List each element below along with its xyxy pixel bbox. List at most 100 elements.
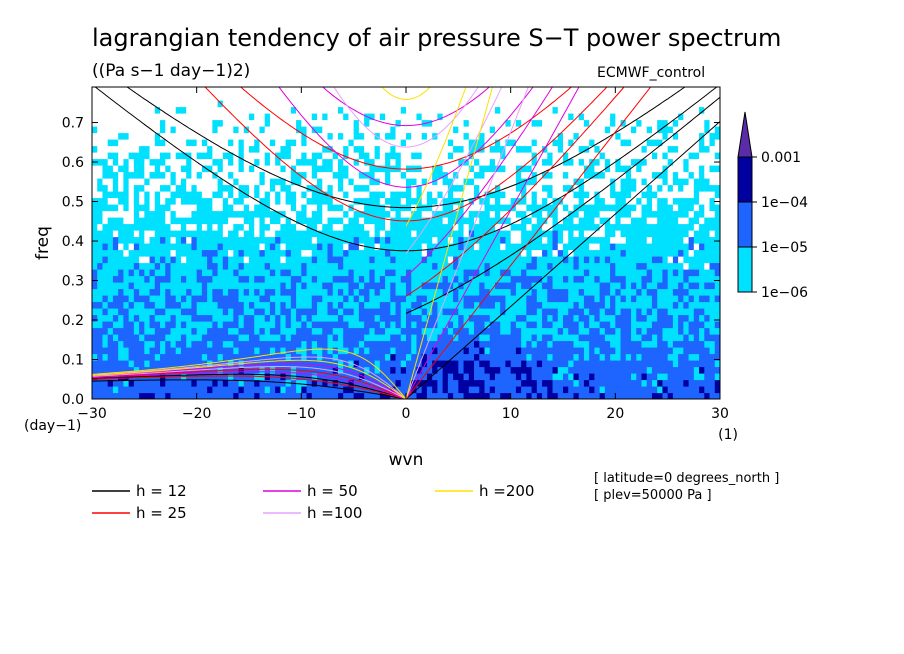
heatmap-cell [358,366,365,374]
heatmap-cell [437,217,444,225]
heatmap-cell [337,113,344,121]
heatmap-cell [583,217,590,225]
heatmap-cell [421,334,428,342]
heatmap-cell [510,197,517,205]
heatmap-cell [332,165,339,173]
heatmap-cell [243,392,250,399]
heatmap-cell [348,87,355,95]
heatmap-cell [615,314,622,322]
heatmap-cell [337,210,344,218]
heatmap-cell [458,340,465,348]
heatmap-cell [243,145,250,153]
heatmap-cell [327,119,334,127]
heatmap-cell [160,308,166,316]
heatmap-cell [406,327,412,335]
heatmap-cell [474,87,480,95]
heatmap-cell [406,340,412,348]
heatmap-cell [385,158,391,166]
heatmap-cell [505,223,512,231]
heatmap-cell [416,269,423,277]
heatmap-cell [222,314,229,322]
heatmap-cell [348,132,355,140]
heatmap-cell [510,392,517,399]
heatmap-cell [510,373,517,381]
heatmap-cell [306,275,313,283]
heatmap-cell [364,256,370,264]
heatmap-cell [160,282,166,290]
heatmap-cell [489,262,496,270]
heatmap-cell [515,171,522,179]
heatmap-cell [102,106,109,114]
heatmap-cell [144,113,151,121]
heatmap-cell [306,340,313,348]
heatmap-cell [322,230,329,238]
heatmap-cell [374,139,381,147]
heatmap-cell [547,334,554,342]
heatmap-cell [521,288,527,296]
heatmap-cell [259,113,266,121]
heatmap-cell [400,210,407,218]
heatmap-cell [521,158,527,166]
heatmap-cell [149,113,156,121]
heatmap-cell [542,288,548,296]
heatmap-cell [222,145,229,153]
heatmap-cell [269,87,276,95]
heatmap-cell [369,113,376,121]
heatmap-cell [531,165,538,173]
heatmap-cell [337,269,344,277]
heatmap-cell [301,256,308,264]
heatmap-cell [620,353,627,361]
heatmap-cell [123,113,130,121]
heatmap-cell [432,191,438,199]
heatmap-cell [337,301,344,309]
heatmap-cell [348,152,355,160]
heatmap-cell [505,275,512,283]
heatmap-cell [568,327,575,335]
heatmap-cell [542,275,548,283]
heatmap-cell [426,256,433,264]
heatmap-cell [406,269,412,277]
heatmap-cell [547,308,554,316]
heatmap-cell [133,236,140,244]
heatmap-cell [275,178,281,186]
heatmap-cell [557,165,564,173]
heatmap-cell [97,145,104,153]
heatmap-cell [573,275,580,283]
heatmap-cell [112,379,119,387]
heatmap-cell [348,340,355,348]
heatmap-cell [123,165,130,173]
heatmap-cell [118,301,124,309]
heatmap-cell [505,340,512,348]
heatmap-cell [395,360,402,368]
heatmap-cell [296,197,302,205]
heatmap-cell [212,230,219,238]
heatmap-cell [468,366,475,374]
heatmap-cell [301,217,308,225]
heatmap-cell [228,158,234,166]
heatmap-cell [317,334,323,342]
heatmap-cell [369,262,376,270]
heatmap-cell [180,295,187,303]
heatmap-cell [191,308,198,316]
heatmap-cell [489,106,496,114]
heatmap-cell [353,386,360,394]
heatmap-cell [306,360,313,368]
heatmap-cell [604,197,611,205]
heatmap-cell [468,178,475,186]
heatmap-cell [233,308,240,316]
heatmap-cell [222,210,229,218]
heatmap-cell [604,249,611,257]
heatmap-cell [583,275,590,283]
heatmap-cell [311,100,318,108]
heatmap-cell [317,327,323,335]
heatmap-cell [531,152,538,160]
heatmap-cell [474,197,480,205]
heatmap-cell [426,353,433,361]
heatmap-cell [583,139,590,147]
heatmap-cell [337,165,344,173]
heatmap-cell [458,223,465,231]
heatmap-cell [207,139,213,147]
heatmap-cell [489,366,496,374]
heatmap-cell [249,217,255,225]
heatmap-cell [463,119,470,127]
